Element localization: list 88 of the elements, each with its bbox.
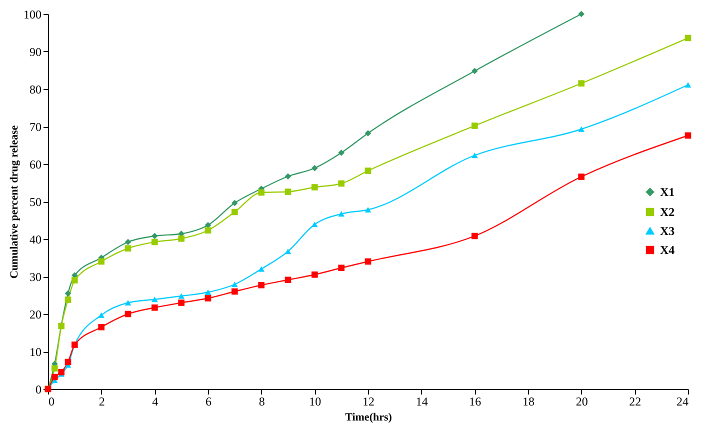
y-tick-label: 80 — [30, 82, 42, 96]
point — [98, 324, 104, 330]
point — [338, 264, 344, 272]
point — [684, 132, 692, 139]
y-tick-label: 10 — [30, 345, 42, 359]
x-tick-label: 24 — [676, 394, 688, 408]
point — [152, 304, 158, 311]
point — [258, 189, 264, 196]
point — [338, 180, 344, 187]
point — [178, 235, 184, 242]
point — [472, 152, 478, 158]
x-tick-label: 4 — [152, 394, 158, 408]
legend-label: X3 — [660, 224, 675, 238]
point — [258, 266, 264, 272]
legend-label: X1 — [660, 185, 675, 199]
y-tick-label: 70 — [30, 120, 42, 134]
y-tick-label: 90 — [30, 45, 42, 59]
point — [64, 290, 72, 297]
point — [232, 200, 238, 206]
point — [684, 82, 692, 88]
y-tick-label: 30 — [30, 270, 42, 284]
x-tick-label: 22 — [629, 394, 642, 408]
point — [472, 68, 478, 74]
point — [124, 300, 132, 306]
point — [98, 258, 104, 265]
x-tick-label: 8 — [258, 394, 265, 408]
point — [578, 80, 584, 87]
x-tick-label: 16 — [469, 394, 482, 408]
point — [364, 130, 372, 136]
point — [232, 208, 238, 216]
x-tick-label: 18 — [522, 394, 534, 408]
point — [578, 10, 584, 18]
point — [178, 293, 184, 299]
point — [152, 238, 158, 246]
point — [578, 126, 584, 132]
point — [124, 245, 132, 252]
y-tick-label: 60 — [30, 158, 42, 172]
point — [52, 365, 58, 372]
point — [72, 277, 78, 284]
point — [472, 122, 478, 129]
y-tick-label: 20 — [30, 308, 42, 322]
y-tick-label: 40 — [30, 232, 42, 246]
point — [338, 211, 344, 217]
point — [232, 288, 238, 295]
x-tick-label: 2 — [98, 394, 105, 408]
point — [312, 184, 318, 190]
point — [204, 295, 212, 302]
point — [258, 282, 264, 288]
x-tick-label: 20 — [576, 394, 588, 408]
point — [284, 248, 292, 254]
point — [364, 168, 372, 174]
y-tick-label: 100 — [24, 8, 42, 22]
point — [578, 174, 584, 180]
point — [52, 374, 58, 380]
point — [364, 258, 372, 265]
point — [312, 164, 318, 172]
point — [64, 358, 72, 366]
y-axis-title: Cumulative percent drug release — [8, 125, 20, 279]
point — [98, 312, 104, 318]
point — [178, 300, 184, 306]
point — [684, 34, 692, 42]
x-tick-label: 14 — [416, 394, 428, 408]
legend-label: X4 — [660, 243, 675, 257]
point — [338, 150, 344, 156]
x-tick-label: 0 — [48, 394, 54, 408]
x-tick-label: 6 — [206, 394, 212, 408]
y-tick-label: 0 — [36, 382, 42, 396]
point — [204, 227, 212, 234]
x-tick-label: 12 — [362, 394, 374, 408]
y-tick-label: 50 — [30, 195, 42, 209]
point — [284, 276, 292, 284]
point — [58, 368, 64, 376]
point — [232, 282, 238, 288]
point — [312, 271, 318, 278]
point — [312, 222, 318, 228]
point — [364, 207, 372, 212]
x-tick-label: 10 — [309, 394, 322, 408]
point — [152, 296, 158, 302]
point — [204, 290, 212, 295]
point — [152, 232, 158, 240]
point — [284, 173, 292, 180]
point — [472, 232, 478, 240]
x-axis-title: Time(hrs) — [345, 412, 392, 424]
point — [64, 296, 72, 303]
point — [124, 238, 132, 246]
point — [284, 188, 292, 195]
legend-label: X2 — [660, 205, 675, 219]
point — [124, 310, 132, 318]
